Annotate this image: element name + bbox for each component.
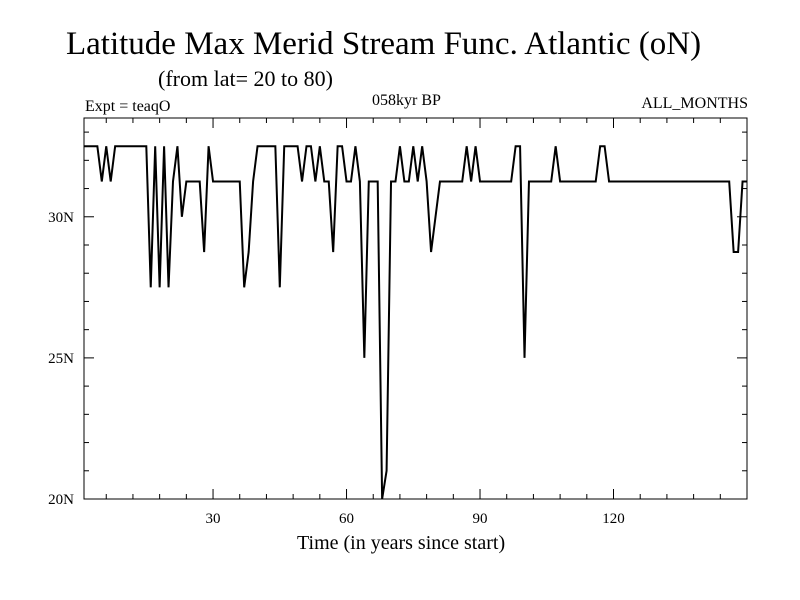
x-tick-label: 60 [339, 511, 354, 527]
plot-frame [83, 117, 748, 500]
experiment-label: Expt = teaqO [85, 98, 171, 115]
data-series-line [84, 145, 747, 500]
x-tick-label: 90 [473, 511, 488, 527]
y-tick-label: 20N [48, 492, 74, 508]
x-tick-label: 120 [602, 511, 625, 527]
period-label: 058kyr BP [372, 92, 441, 109]
axis-tick-labels: 30 60 90 120 20N 25N 30N [48, 210, 625, 527]
months-label: ALL_MONTHS [641, 95, 748, 112]
chart-subtitle: (from lat= 20 to 80) [158, 66, 333, 91]
y-tick-label: 30N [48, 210, 74, 226]
chart-title: Latitude Max Merid Stream Func. Atlantic… [66, 26, 702, 62]
y-tick-label: 25N [48, 351, 74, 367]
x-axis-label: Time (in years since start) [297, 532, 506, 554]
x-tick-label: 30 [206, 511, 221, 527]
axis-ticks [84, 118, 747, 500]
